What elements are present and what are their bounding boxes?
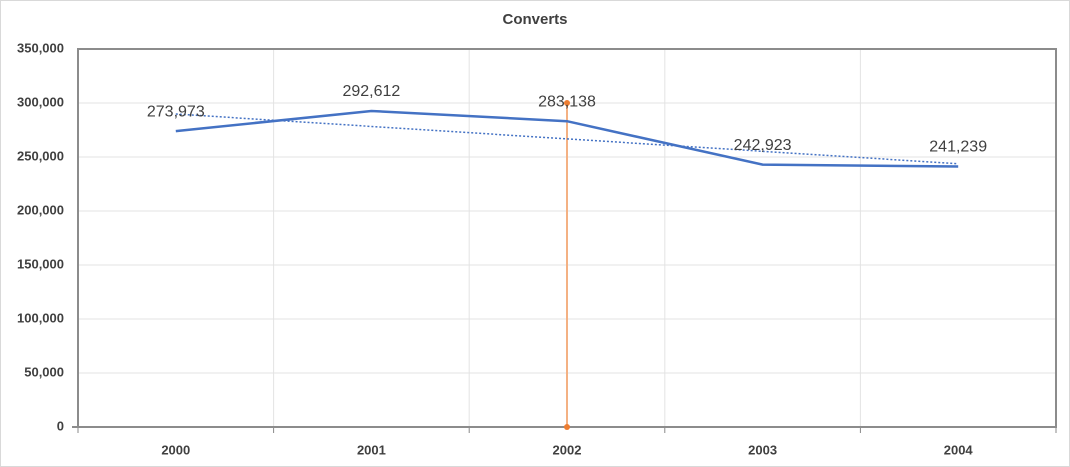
y-tick-label: 350,000 bbox=[17, 40, 64, 55]
data-label: 283,138 bbox=[538, 93, 596, 110]
x-tick-label: 2002 bbox=[553, 442, 582, 457]
y-tick-label: 100,000 bbox=[17, 310, 64, 325]
chart-title: Converts bbox=[502, 11, 567, 28]
data-label: 273,973 bbox=[147, 103, 205, 120]
x-tick-label: 2001 bbox=[357, 442, 386, 457]
data-label: 241,239 bbox=[929, 139, 987, 156]
series-line bbox=[175, 109, 959, 168]
x-tick-label: 2000 bbox=[161, 442, 190, 457]
trendline bbox=[175, 113, 959, 165]
y-tick-label: 250,000 bbox=[17, 148, 64, 163]
y-tick-label: 50,000 bbox=[24, 364, 64, 379]
y-tick-label: 300,000 bbox=[17, 94, 64, 109]
drop-marker bbox=[564, 100, 570, 106]
y-tick-label: 200,000 bbox=[17, 202, 64, 217]
y-tick-label: 0 bbox=[57, 418, 64, 433]
data-label: 242,923 bbox=[734, 137, 792, 154]
drop-marker bbox=[564, 424, 570, 430]
x-tick-label: 2003 bbox=[748, 442, 777, 457]
x-tick-label: 2004 bbox=[944, 442, 974, 457]
y-tick-label: 150,000 bbox=[17, 256, 64, 271]
data-label: 292,612 bbox=[342, 83, 400, 100]
